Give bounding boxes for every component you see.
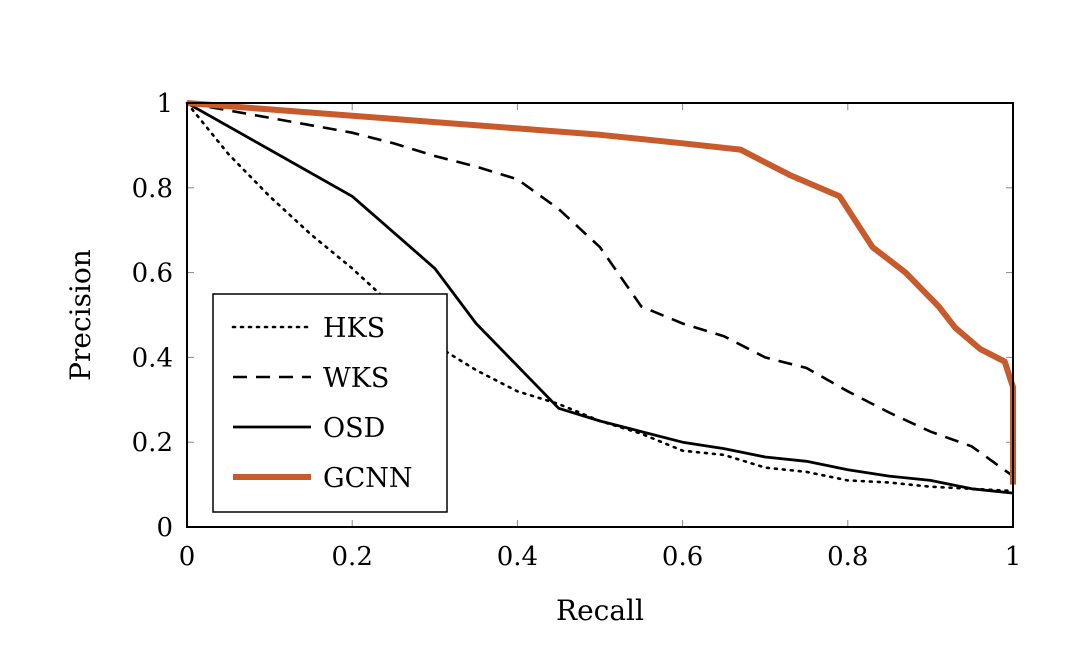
y-tick-label-2: 0.4 bbox=[132, 343, 173, 373]
y-axis-label: Precision bbox=[64, 249, 97, 381]
x-tick-label-4: 0.8 bbox=[827, 542, 868, 572]
x-tick-label-0: 0 bbox=[179, 542, 196, 572]
plot-frame bbox=[186, 102, 1014, 528]
series-layer bbox=[185, 100, 1016, 495]
series-line-wks bbox=[186, 101, 1014, 478]
legend-label-hks: HKS bbox=[323, 313, 385, 344]
legend: HKS WKS OSD GCNN bbox=[212, 293, 448, 513]
y-tick-label-5: 1 bbox=[156, 89, 173, 119]
legend-label-gcnn: GCNN bbox=[323, 463, 412, 494]
x-tick-label-3: 0.6 bbox=[662, 542, 703, 572]
x-axis-label: Recall bbox=[556, 594, 644, 627]
y-tick-label-1: 0.2 bbox=[132, 428, 173, 458]
y-tick-label-3: 0.6 bbox=[132, 259, 173, 289]
y-tick-label-4: 0.8 bbox=[132, 174, 173, 204]
x-tick-label-5: 1 bbox=[1005, 542, 1022, 572]
legend-label-wks: WKS bbox=[323, 363, 389, 394]
legend-label-osd: OSD bbox=[323, 413, 385, 444]
tick-labels: 0 0.2 0.4 0.6 0.8 1 0 0.2 0.4 0.6 0.8 1 bbox=[132, 89, 1022, 572]
series-line-osd bbox=[186, 101, 1014, 495]
x-tick-label-1: 0.2 bbox=[332, 542, 373, 572]
y-tick-label-0: 0 bbox=[156, 513, 173, 543]
series-line-gcnn bbox=[186, 100, 1016, 485]
x-tick-label-2: 0.4 bbox=[497, 542, 538, 572]
